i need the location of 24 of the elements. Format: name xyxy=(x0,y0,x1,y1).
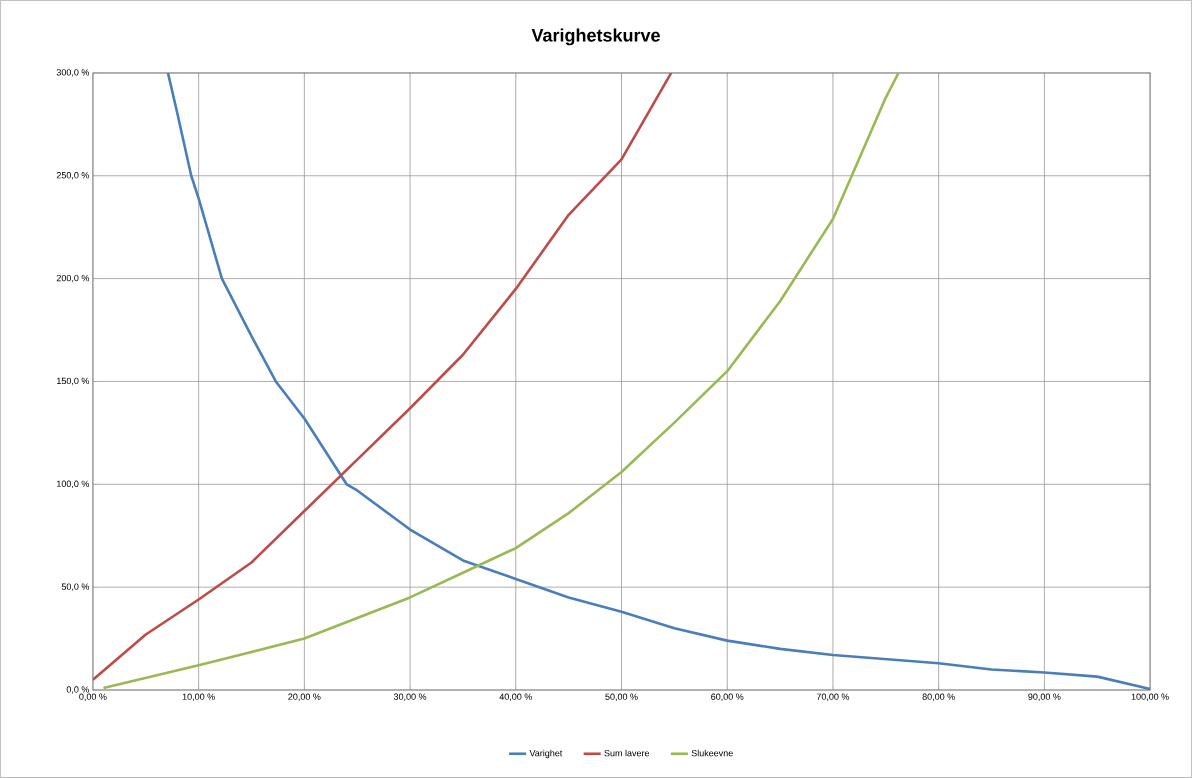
x-tick-label: 100,00 % xyxy=(1131,693,1169,701)
y-tick-label: 250,0 % xyxy=(56,172,90,180)
x-tick-label: 20,00 % xyxy=(288,693,321,701)
x-tick-label: 70,00 % xyxy=(816,693,850,701)
y-tick-label: 50,0 % xyxy=(61,583,90,591)
x-tick-label: 60,00 % xyxy=(711,693,744,701)
chart-title: Varighetskurve xyxy=(531,28,660,46)
x-tick-label: 40,00 % xyxy=(499,693,532,701)
x-tick-label: 80,00 % xyxy=(922,693,955,701)
legend-label: Sum lavere xyxy=(604,749,650,757)
y-tick-label: 200,0 % xyxy=(56,274,90,283)
x-tick-label: 10,00 % xyxy=(182,693,215,701)
y-tick-label: 0,0 % xyxy=(66,686,90,694)
y-tick-label: 100,0 % xyxy=(57,480,90,489)
legend-label: Slukeevne xyxy=(691,749,733,757)
y-tick-label: 300,0 % xyxy=(56,69,90,77)
legend-label: Varighet xyxy=(529,749,563,759)
x-tick-label: 50,00 % xyxy=(605,693,638,701)
line-series xyxy=(102,72,900,690)
x-tick-label: 0,00 % xyxy=(79,693,107,701)
x-tick-label: 90,00 % xyxy=(1028,693,1061,701)
line-series xyxy=(92,72,673,682)
y-tick-label: 150,0 % xyxy=(57,377,90,386)
x-tick-label: 30,00 % xyxy=(393,693,427,701)
